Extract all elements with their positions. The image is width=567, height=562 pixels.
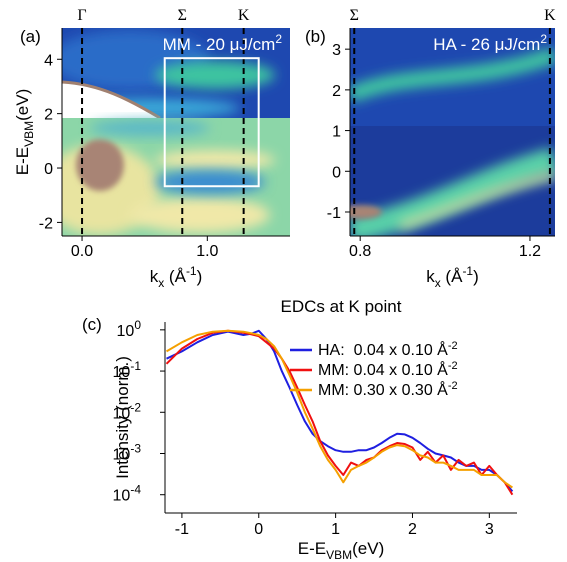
annotation: HA - 26 μJ/cm2: [433, 32, 547, 54]
y-tick-label: 4: [44, 52, 53, 69]
plot-lines: [165, 329, 514, 496]
legend-label: MM: 0.04 x 0.10 Å-2: [318, 360, 458, 379]
y-tick-exponent: -1: [130, 359, 141, 373]
y-tick-label: 0: [332, 164, 341, 181]
legend-name: HA: 0.04 x 0.10 Å: [318, 340, 448, 359]
y-axis-label-part: E-E: [13, 147, 32, 175]
y-axis-label: E-EVBM(eV): [13, 89, 36, 175]
x-axis-label: kx (Å-1): [426, 264, 479, 290]
marker-label: Σ: [350, 7, 359, 24]
x-tick-label: 0.8: [349, 243, 371, 260]
annotation-part: 2: [540, 32, 547, 46]
y-tick-exponent: -4: [130, 483, 141, 497]
x-axis-label-part: k: [150, 267, 159, 286]
panel-label: (b): [305, 27, 326, 46]
marker-label: Κ: [238, 7, 250, 24]
y-tick-exponent: -3: [130, 441, 141, 455]
x-axis-label: E-EVBM(eV): [298, 539, 384, 562]
panel-label: (a): [20, 27, 41, 46]
legend-label: MM: 0.30 x 0.30 Å-2: [318, 380, 458, 399]
annotation-part: HA - 26 μJ/cm: [433, 35, 540, 54]
y-tick-label: 10-4: [113, 483, 142, 505]
x-tick-label: 3: [485, 521, 494, 538]
legend-name: MM: 0.04 x 0.10 Å: [318, 360, 448, 379]
y-tick-label: 3: [332, 42, 341, 59]
heatmap-image: [62, 28, 290, 236]
x-tick-label: 2: [408, 521, 417, 538]
y-tick-label: 2: [332, 83, 341, 100]
annotation-part: 2: [275, 32, 282, 46]
y-tick-base: 10: [113, 446, 131, 463]
x-axis-label-part: (eV): [352, 539, 384, 558]
y-tick-label: 10-1: [113, 359, 142, 381]
y-tick-label: -1: [327, 205, 341, 222]
y-tick-exponent: 0: [134, 318, 141, 332]
x-axis-label-part: (Å: [164, 267, 186, 286]
y-tick-base: 10: [113, 488, 131, 505]
y-tick-label: 10-2: [113, 400, 142, 422]
x-tick-label: 1: [331, 521, 340, 538]
x-axis-label-part: -1: [462, 264, 473, 278]
y-tick-label: 100: [117, 318, 142, 340]
chart-title: EDCs at Κ point: [281, 297, 402, 316]
series-line: [166, 329, 514, 493]
x-tick-label: 1.2: [519, 243, 541, 260]
y-axis-label: Intensity (norm.): [113, 356, 132, 479]
marker-label: Κ: [544, 7, 556, 24]
x-tick-label: 1.0: [196, 243, 218, 260]
x-axis-label-part: ): [473, 267, 479, 286]
x-axis-label-part: k: [426, 267, 435, 286]
legend-name: MM: 0.30 x 0.30 Å: [318, 380, 448, 399]
x-tick-label: 0.0: [71, 243, 93, 260]
x-axis-label-part: (Å: [441, 267, 463, 286]
x-axis-label-part: x: [435, 276, 441, 290]
y-axis-label-part: (eV): [13, 89, 32, 121]
x-axis-label-part: x: [158, 276, 164, 290]
x-tick-label: 0: [254, 521, 263, 538]
y-tick-label: 10-3: [113, 441, 142, 463]
y-tick-base: 10: [113, 364, 131, 381]
y-tick-label: 2: [44, 107, 53, 124]
y-axis-label-part: VBM: [22, 121, 36, 147]
annotation: MM - 20 μJ/cm2: [163, 32, 283, 54]
y-tick-label: 1: [332, 124, 341, 141]
y-tick-base: 10: [117, 323, 135, 340]
legend-name-sup: -2: [448, 340, 458, 352]
x-axis-label: kx (Å-1): [150, 264, 203, 290]
legend-label: HA: 0.04 x 0.10 Å-2: [318, 340, 458, 359]
region-box: [163, 57, 260, 188]
x-tick-label: -1: [175, 521, 189, 538]
y-tick-base: 10: [113, 405, 131, 422]
y-tick-exponent: -2: [130, 400, 141, 414]
x-axis-label-part: ): [197, 267, 203, 286]
y-tick-label: 0: [44, 161, 53, 178]
x-axis-label-part: VBM: [326, 548, 352, 562]
marker-label: Σ: [178, 7, 187, 24]
legend-name-sup: -2: [448, 360, 458, 372]
marker-label: Γ: [77, 7, 86, 24]
legend-name-sup: -2: [448, 380, 458, 392]
x-axis-label-part: E-E: [298, 539, 326, 558]
heatmap-image: [350, 28, 555, 236]
series-line: [165, 329, 513, 489]
panel-label: (c): [82, 315, 102, 334]
annotation-part: MM - 20 μJ/cm: [163, 35, 276, 54]
y-tick-label: -2: [39, 215, 53, 232]
x-axis-label-part: -1: [186, 264, 197, 278]
